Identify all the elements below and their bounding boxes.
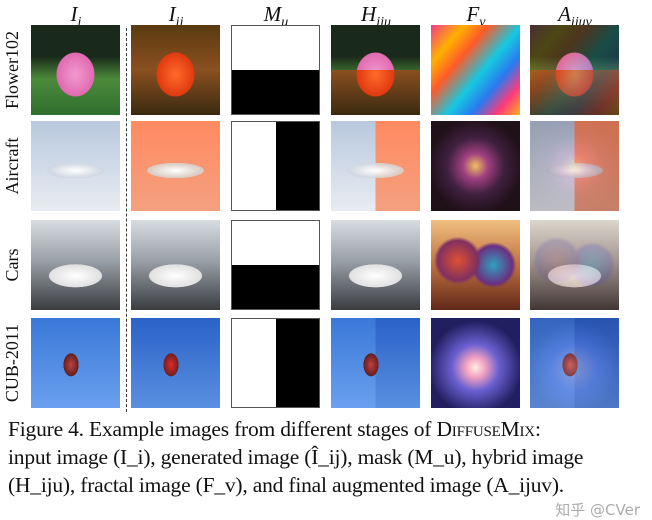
input-image: [31, 318, 120, 408]
hybrid-image: [331, 25, 420, 115]
input-image: [31, 25, 120, 115]
fractal-image: [431, 121, 520, 211]
generated-image: [131, 25, 220, 115]
mask-black-region: [275, 122, 319, 210]
fractal-overlay: [530, 25, 619, 115]
column-header: Iij: [168, 2, 184, 31]
generated-image: [131, 220, 220, 310]
image-layer: [530, 25, 619, 115]
augmented-image: [530, 25, 619, 115]
mask-image: [231, 318, 320, 408]
generated-image: [131, 121, 220, 211]
column-header: Mu: [263, 2, 289, 31]
augmented-image: [530, 318, 619, 408]
image-layer: [530, 220, 619, 310]
augmented-image: [530, 121, 619, 211]
fractal-image: [431, 220, 520, 310]
augmented-image: [530, 220, 619, 310]
mask-image: [231, 220, 320, 310]
watermark: 知乎 @CVer: [555, 501, 640, 519]
mask-black-region: [232, 265, 319, 309]
input-image: [31, 220, 120, 310]
column-header: Fv: [466, 2, 486, 31]
row-label: CUB-2011: [2, 323, 22, 403]
fractal-image: [431, 318, 520, 408]
hybrid-image: [331, 220, 420, 310]
method-name: DiffuseMix: [436, 417, 535, 441]
separator-dashed-line: [126, 28, 127, 412]
mask-image: [231, 25, 320, 115]
image-layer: [530, 318, 619, 408]
hybrid-image: [331, 121, 420, 211]
image-layer: [530, 121, 619, 211]
fractal-overlay: [530, 121, 619, 211]
input-image: [31, 121, 120, 211]
hybrid-image: [331, 318, 420, 408]
image-layer: [331, 25, 420, 115]
image-layer: [331, 220, 420, 310]
image-layer: [331, 121, 420, 211]
mask-black-region: [275, 319, 319, 407]
figure-caption: Figure 4. Example images from different …: [8, 415, 652, 499]
image-layer: [331, 318, 420, 408]
fractal-overlay: [530, 318, 619, 408]
caption-text: :: [534, 417, 541, 441]
fractal-overlay: [530, 220, 619, 310]
caption-text: Figure 4. Example images from different …: [8, 417, 437, 441]
mask-black-region: [232, 70, 319, 114]
mask-image: [231, 121, 320, 211]
column-header: Ii: [70, 2, 82, 31]
caption-line-2: input image (I_i), generated image (Î_ij…: [8, 445, 584, 469]
row-label: Flower102: [2, 31, 22, 109]
fractal-image: [431, 25, 520, 115]
row-label: Aircraft: [2, 137, 22, 195]
caption-line-3: (H_iju), fractal image (F_v), and final …: [8, 473, 564, 497]
row-label: Cars: [2, 248, 22, 282]
generated-image: [131, 318, 220, 408]
